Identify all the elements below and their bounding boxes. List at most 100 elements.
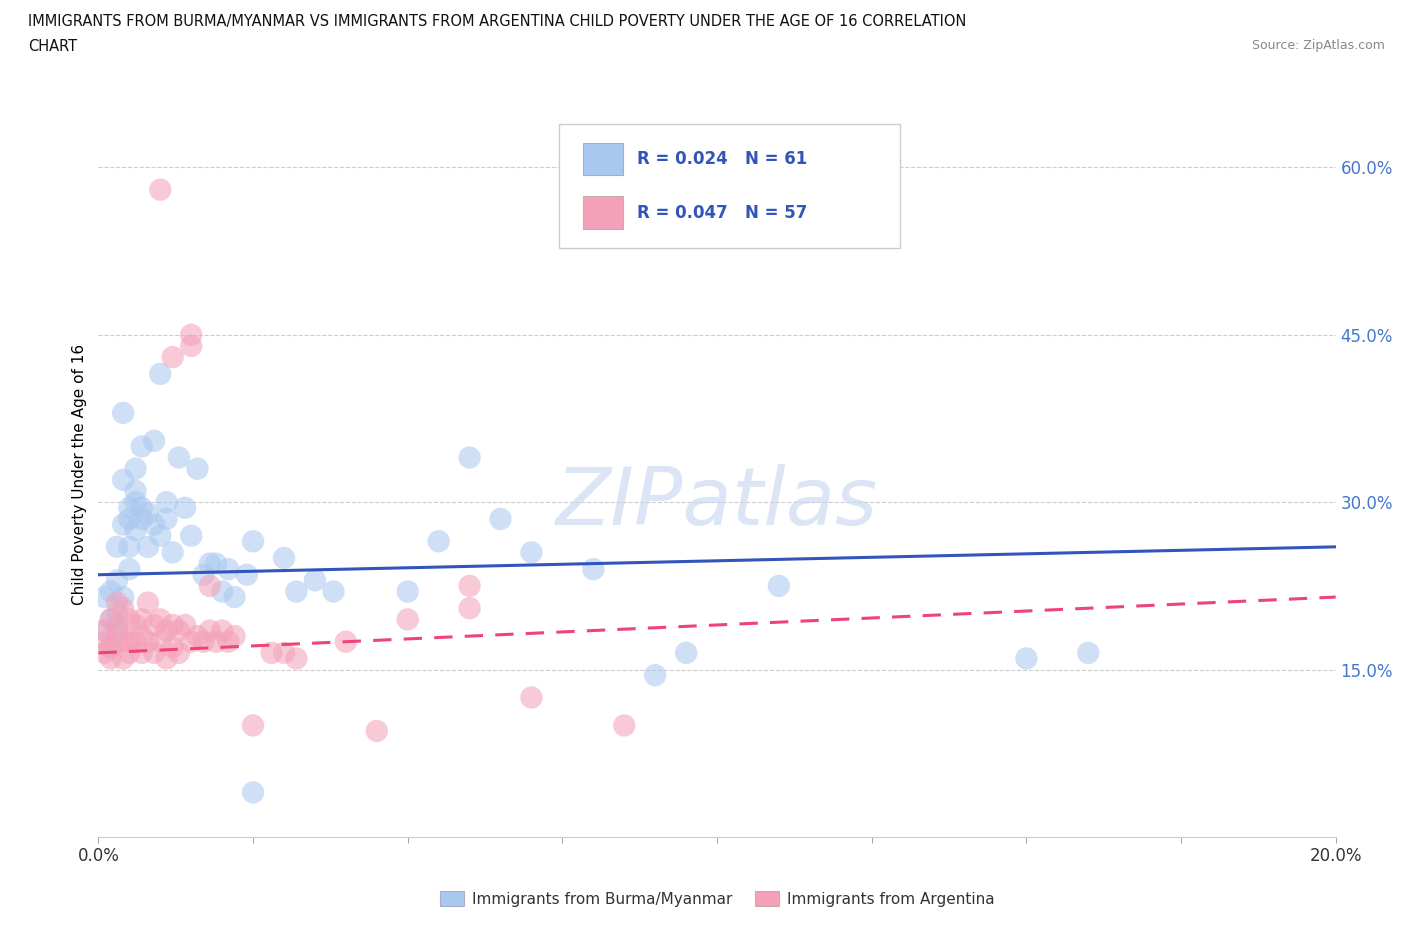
Point	[100, 640, 122, 655]
Point	[105, 573, 128, 588]
Point	[118, 634, 141, 649]
Point	[93, 590, 115, 604]
Point	[112, 472, 135, 487]
Point	[322, 584, 344, 599]
Point	[582, 562, 605, 577]
Point	[193, 634, 215, 649]
Point	[131, 439, 153, 454]
Point	[167, 623, 190, 638]
Point	[162, 618, 184, 632]
Point	[93, 634, 115, 649]
Y-axis label: Child Poverty Under the Age of 16: Child Poverty Under the Age of 16	[72, 344, 87, 604]
Point	[131, 612, 153, 627]
Point	[105, 606, 128, 621]
Point	[155, 495, 177, 510]
Text: CHART: CHART	[28, 39, 77, 54]
FancyBboxPatch shape	[583, 143, 623, 176]
Point	[768, 578, 790, 593]
Point	[105, 595, 128, 610]
Point	[304, 573, 326, 588]
Point	[124, 618, 146, 632]
Point	[149, 612, 172, 627]
Point	[93, 623, 115, 638]
Point	[273, 645, 295, 660]
Point	[167, 450, 190, 465]
Point	[198, 556, 221, 571]
Text: ZIPatlas: ZIPatlas	[555, 464, 879, 542]
Point	[174, 500, 197, 515]
Point	[198, 623, 221, 638]
Point	[186, 461, 208, 476]
Point	[112, 517, 135, 532]
Point	[180, 528, 202, 543]
Point	[136, 506, 159, 521]
Point	[613, 718, 636, 733]
Point	[124, 523, 146, 538]
Point	[162, 350, 184, 365]
Point	[458, 450, 481, 465]
Point	[112, 601, 135, 616]
Point	[155, 651, 177, 666]
Point	[458, 601, 481, 616]
Point	[366, 724, 388, 738]
Point	[112, 590, 135, 604]
Point	[675, 645, 697, 660]
Point	[105, 623, 128, 638]
Point	[118, 512, 141, 526]
Point	[143, 645, 166, 660]
Point	[124, 495, 146, 510]
Point	[458, 578, 481, 593]
Point	[131, 645, 153, 660]
Point	[285, 651, 308, 666]
Text: IMMIGRANTS FROM BURMA/MYANMAR VS IMMIGRANTS FROM ARGENTINA CHILD POVERTY UNDER T: IMMIGRANTS FROM BURMA/MYANMAR VS IMMIGRA…	[28, 14, 966, 29]
Point	[149, 634, 172, 649]
Point	[520, 545, 543, 560]
Point	[396, 612, 419, 627]
Point	[211, 623, 233, 638]
Point	[105, 539, 128, 554]
Point	[224, 629, 246, 644]
Point	[118, 562, 141, 577]
Text: R = 0.024   N = 61: R = 0.024 N = 61	[637, 150, 807, 168]
Point	[118, 539, 141, 554]
FancyBboxPatch shape	[558, 124, 900, 248]
Point	[236, 567, 259, 582]
Point	[193, 567, 215, 582]
Point	[149, 528, 172, 543]
Point	[162, 640, 184, 655]
Point	[224, 590, 246, 604]
Point	[136, 634, 159, 649]
Point	[100, 612, 122, 627]
Point	[242, 718, 264, 733]
Point	[396, 584, 419, 599]
Point	[131, 629, 153, 644]
Point	[112, 651, 135, 666]
Point	[155, 623, 177, 638]
Point	[118, 500, 141, 515]
Point	[155, 512, 177, 526]
Point	[167, 645, 190, 660]
Legend: Immigrants from Burma/Myanmar, Immigrants from Argentina: Immigrants from Burma/Myanmar, Immigrant…	[433, 885, 1001, 912]
Point	[335, 634, 357, 649]
Point	[124, 484, 146, 498]
Point	[1077, 645, 1099, 660]
Point	[124, 461, 146, 476]
Point	[100, 640, 122, 655]
Point	[105, 618, 128, 632]
Point	[118, 612, 141, 627]
Point	[118, 645, 141, 660]
Point	[112, 405, 135, 420]
Point	[143, 517, 166, 532]
Point	[217, 562, 239, 577]
Point	[489, 512, 512, 526]
Point	[285, 584, 308, 599]
Point	[260, 645, 283, 660]
Point	[644, 668, 666, 683]
Point	[100, 651, 122, 666]
Point	[180, 634, 202, 649]
Point	[217, 634, 239, 649]
Point	[162, 545, 184, 560]
Text: R = 0.047   N = 57: R = 0.047 N = 57	[637, 204, 807, 221]
Point	[143, 433, 166, 448]
Point	[198, 578, 221, 593]
